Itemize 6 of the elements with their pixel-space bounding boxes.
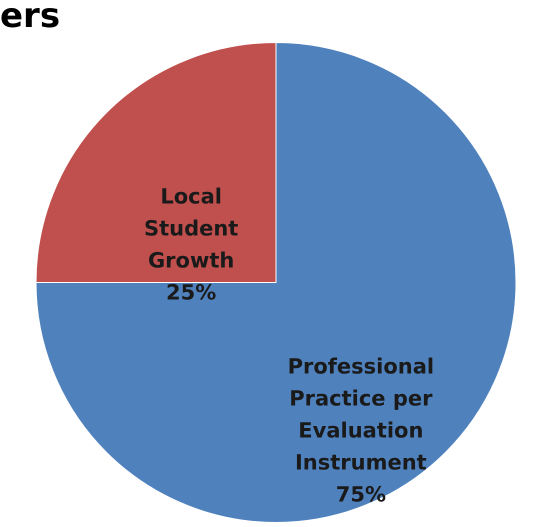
data-label: 75% [336, 482, 386, 506]
slice-label: Local Student Growth [144, 184, 238, 273]
pie-slice [36, 42, 516, 523]
slice-label: Professional Practice per Evaluation Instrument [288, 354, 434, 474]
data-label: 25% [166, 280, 216, 305]
chart-title: ers [0, 0, 60, 36]
